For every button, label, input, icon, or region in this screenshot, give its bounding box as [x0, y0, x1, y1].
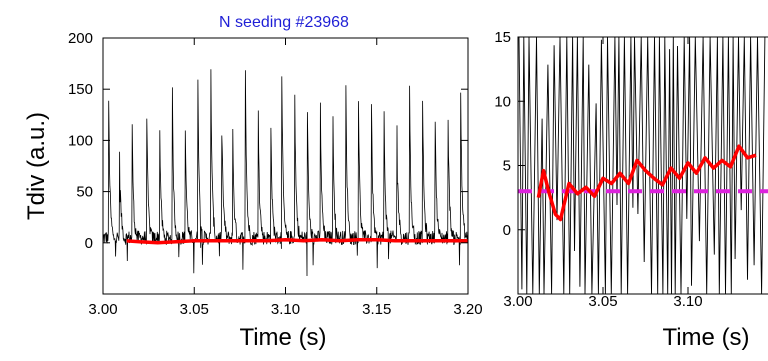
panel-right: 0 5 10 15 3.00 3.05 3.10 Time (s) [494, 29, 768, 351]
left-x-tick-label: 3.15 [362, 301, 391, 318]
right-smoothed-trace [536, 144, 757, 222]
left-y-tick-label: 150 [68, 81, 93, 98]
left-raw-trace [102, 69, 469, 277]
chart-title: N seeding #23968 [219, 14, 349, 31]
left-y-ticks: 0 50 100 150 200 [68, 30, 468, 252]
right-y-tick-label: 0 [503, 222, 511, 239]
right-x-ticks: 3.00 3.05 3.10 [503, 37, 703, 310]
left-x-axis-title: Time (s) [239, 324, 326, 351]
right-y-tick-label: 10 [494, 93, 511, 110]
left-y-tick-label: 100 [68, 132, 93, 149]
right-y-tick-label: 15 [494, 29, 511, 46]
left-x-tick-label: 3.00 [88, 301, 117, 318]
left-y-tick-label: 200 [68, 30, 93, 47]
left-y-tick-label: 50 [76, 184, 93, 201]
right-y-tick-label: 5 [503, 158, 511, 175]
right-x-tick-label: 3.05 [588, 293, 617, 310]
right-x-tick-label: 3.10 [673, 293, 702, 310]
left-y-axis-title: Tdiv (a.u.) [23, 112, 50, 220]
right-smoothed-line [536, 144, 757, 222]
left-x-tick-label: 3.20 [453, 301, 482, 318]
left-smoothed-trace [126, 237, 468, 245]
left-x-ticks: 3.00 3.05 3.10 3.15 3.20 [88, 38, 483, 318]
left-x-tick-label: 3.05 [180, 301, 209, 318]
left-plot-frame [102, 37, 469, 295]
right-y-ticks: 0 5 10 15 [494, 29, 525, 239]
left-y-tick-label: 0 [85, 235, 93, 252]
right-x-axis-title: Time (s) [662, 324, 749, 351]
left-raw-signal [102, 69, 469, 277]
left-x-tick-label: 3.10 [271, 301, 300, 318]
left-smoothed-line [126, 237, 468, 245]
right-x-tick-label: 3.00 [503, 293, 532, 310]
